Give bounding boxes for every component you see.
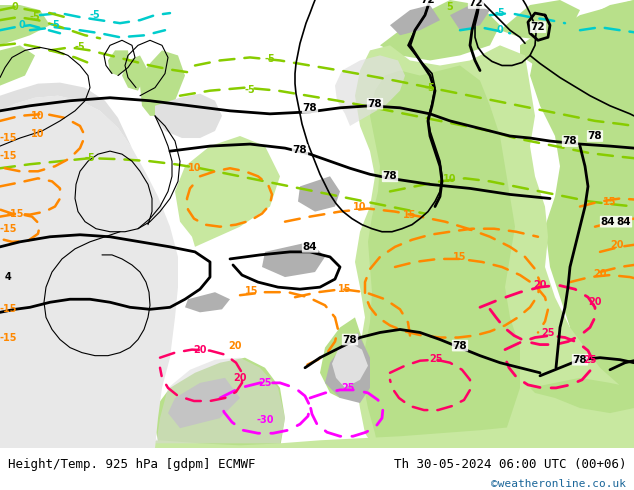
Text: 10: 10 <box>353 201 366 212</box>
Text: 72: 72 <box>469 0 483 8</box>
Text: -5: -5 <box>30 12 41 22</box>
Text: 84: 84 <box>617 217 631 227</box>
Text: 84: 84 <box>302 242 317 252</box>
Polygon shape <box>0 96 178 448</box>
Text: 78: 78 <box>302 103 317 113</box>
Polygon shape <box>332 343 368 388</box>
Text: 78: 78 <box>573 355 587 365</box>
Polygon shape <box>155 358 285 448</box>
Text: Height/Temp. 925 hPa [gdpm] ECMWF: Height/Temp. 925 hPa [gdpm] ECMWF <box>8 458 255 471</box>
Polygon shape <box>155 94 222 138</box>
Polygon shape <box>355 46 634 448</box>
Text: 25: 25 <box>541 328 555 339</box>
Polygon shape <box>580 0 634 30</box>
Text: -15: -15 <box>0 224 16 234</box>
Text: 78: 78 <box>588 131 602 141</box>
Polygon shape <box>520 25 610 80</box>
Polygon shape <box>530 378 634 413</box>
Polygon shape <box>450 5 490 30</box>
Text: -5: -5 <box>425 83 436 93</box>
Polygon shape <box>108 50 130 75</box>
Text: 25: 25 <box>583 355 597 365</box>
Text: -15: -15 <box>6 209 23 219</box>
Text: 20: 20 <box>588 297 602 307</box>
Text: 20: 20 <box>611 240 624 250</box>
Text: -5: -5 <box>49 20 60 30</box>
Text: -30: -30 <box>256 415 274 425</box>
Text: 4: 4 <box>4 272 11 282</box>
Polygon shape <box>175 136 280 247</box>
Polygon shape <box>262 242 325 277</box>
Polygon shape <box>298 176 340 212</box>
Polygon shape <box>0 418 634 448</box>
Text: 25: 25 <box>341 383 355 393</box>
Text: 15: 15 <box>245 286 259 296</box>
Text: 78: 78 <box>368 99 382 109</box>
Text: 72: 72 <box>531 22 545 32</box>
Text: 20: 20 <box>533 280 547 290</box>
Text: 15: 15 <box>603 196 617 206</box>
Text: -15: -15 <box>0 333 16 343</box>
Text: 20: 20 <box>193 344 207 355</box>
Text: -15: -15 <box>0 304 16 314</box>
Polygon shape <box>415 347 450 388</box>
Polygon shape <box>122 55 148 91</box>
Text: -5: -5 <box>495 8 505 18</box>
Text: 0: 0 <box>11 2 18 12</box>
Text: 20: 20 <box>228 341 242 350</box>
Text: -15: -15 <box>0 151 16 161</box>
Text: 10: 10 <box>188 163 202 173</box>
Text: 15: 15 <box>403 210 417 220</box>
Text: 78: 78 <box>383 172 398 181</box>
Polygon shape <box>362 66 520 448</box>
Text: -5: -5 <box>264 54 275 65</box>
Text: -5: -5 <box>245 85 256 95</box>
Polygon shape <box>0 83 132 148</box>
Text: 20: 20 <box>593 269 607 279</box>
Text: 15: 15 <box>453 252 467 262</box>
Text: 5: 5 <box>446 2 453 12</box>
Polygon shape <box>600 35 634 75</box>
Text: 10: 10 <box>31 129 45 139</box>
Text: -5: -5 <box>89 10 100 20</box>
Polygon shape <box>140 50 185 116</box>
Polygon shape <box>335 55 405 126</box>
Text: 0: 0 <box>496 25 503 35</box>
Text: 78: 78 <box>563 136 578 146</box>
Text: 10: 10 <box>443 174 456 184</box>
Polygon shape <box>185 292 230 312</box>
Text: 84: 84 <box>600 217 616 227</box>
Text: -5: -5 <box>75 42 86 52</box>
Text: -5: -5 <box>84 153 95 163</box>
Text: ©weatheronline.co.uk: ©weatheronline.co.uk <box>491 479 626 489</box>
Text: 25: 25 <box>258 378 272 388</box>
Text: Th 30-05-2024 06:00 UTC (00+06): Th 30-05-2024 06:00 UTC (00+06) <box>394 458 626 471</box>
Polygon shape <box>0 46 35 86</box>
Text: 78: 78 <box>293 145 307 155</box>
Polygon shape <box>390 5 440 35</box>
Polygon shape <box>380 0 500 60</box>
Polygon shape <box>530 0 634 448</box>
Text: -15: -15 <box>0 133 16 143</box>
Polygon shape <box>320 318 365 398</box>
Polygon shape <box>0 5 50 46</box>
Text: 0: 0 <box>18 20 25 30</box>
Polygon shape <box>500 0 580 40</box>
Text: 10: 10 <box>31 111 45 121</box>
Polygon shape <box>155 358 285 443</box>
Polygon shape <box>168 378 240 428</box>
Text: 25: 25 <box>429 354 443 364</box>
Polygon shape <box>325 333 370 403</box>
Text: 78: 78 <box>343 335 358 344</box>
Text: 15: 15 <box>339 284 352 294</box>
Text: 78: 78 <box>453 341 467 350</box>
Text: 20: 20 <box>233 373 247 383</box>
Text: 72: 72 <box>421 0 436 5</box>
